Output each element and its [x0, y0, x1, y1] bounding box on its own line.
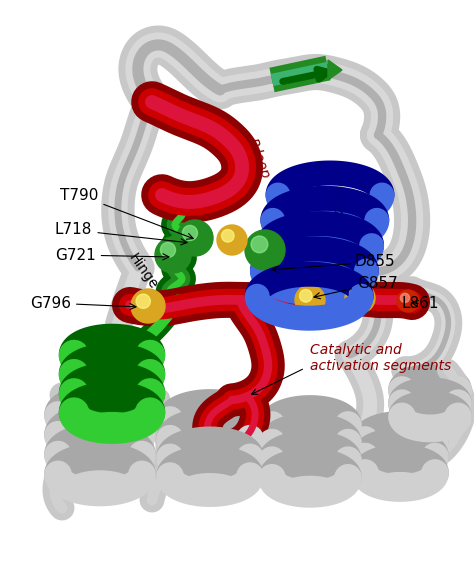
Circle shape: [349, 288, 362, 300]
Text: Hinge: Hinge: [126, 251, 160, 293]
Text: T790: T790: [60, 187, 193, 239]
Circle shape: [136, 294, 150, 308]
Circle shape: [245, 230, 285, 270]
Circle shape: [177, 220, 213, 256]
Text: G857: G857: [314, 275, 398, 299]
Circle shape: [300, 289, 312, 302]
Circle shape: [217, 225, 247, 255]
Circle shape: [131, 289, 165, 323]
Text: G721: G721: [55, 247, 169, 263]
Circle shape: [345, 283, 375, 313]
Text: D855: D855: [272, 255, 396, 273]
Circle shape: [221, 229, 234, 242]
Circle shape: [295, 285, 325, 315]
Circle shape: [160, 243, 175, 258]
Text: L718: L718: [55, 223, 187, 245]
Circle shape: [401, 293, 410, 302]
Polygon shape: [328, 60, 342, 80]
Text: G796: G796: [30, 296, 136, 310]
Circle shape: [182, 225, 198, 240]
Text: P-loop: P-loop: [244, 136, 272, 180]
Circle shape: [397, 290, 419, 312]
Text: C-helix: C-helix: [324, 170, 346, 220]
Text: L861: L861: [402, 297, 439, 312]
Text: Catalytic and
activation segments: Catalytic and activation segments: [310, 343, 451, 373]
Circle shape: [251, 236, 268, 253]
Circle shape: [155, 237, 191, 273]
